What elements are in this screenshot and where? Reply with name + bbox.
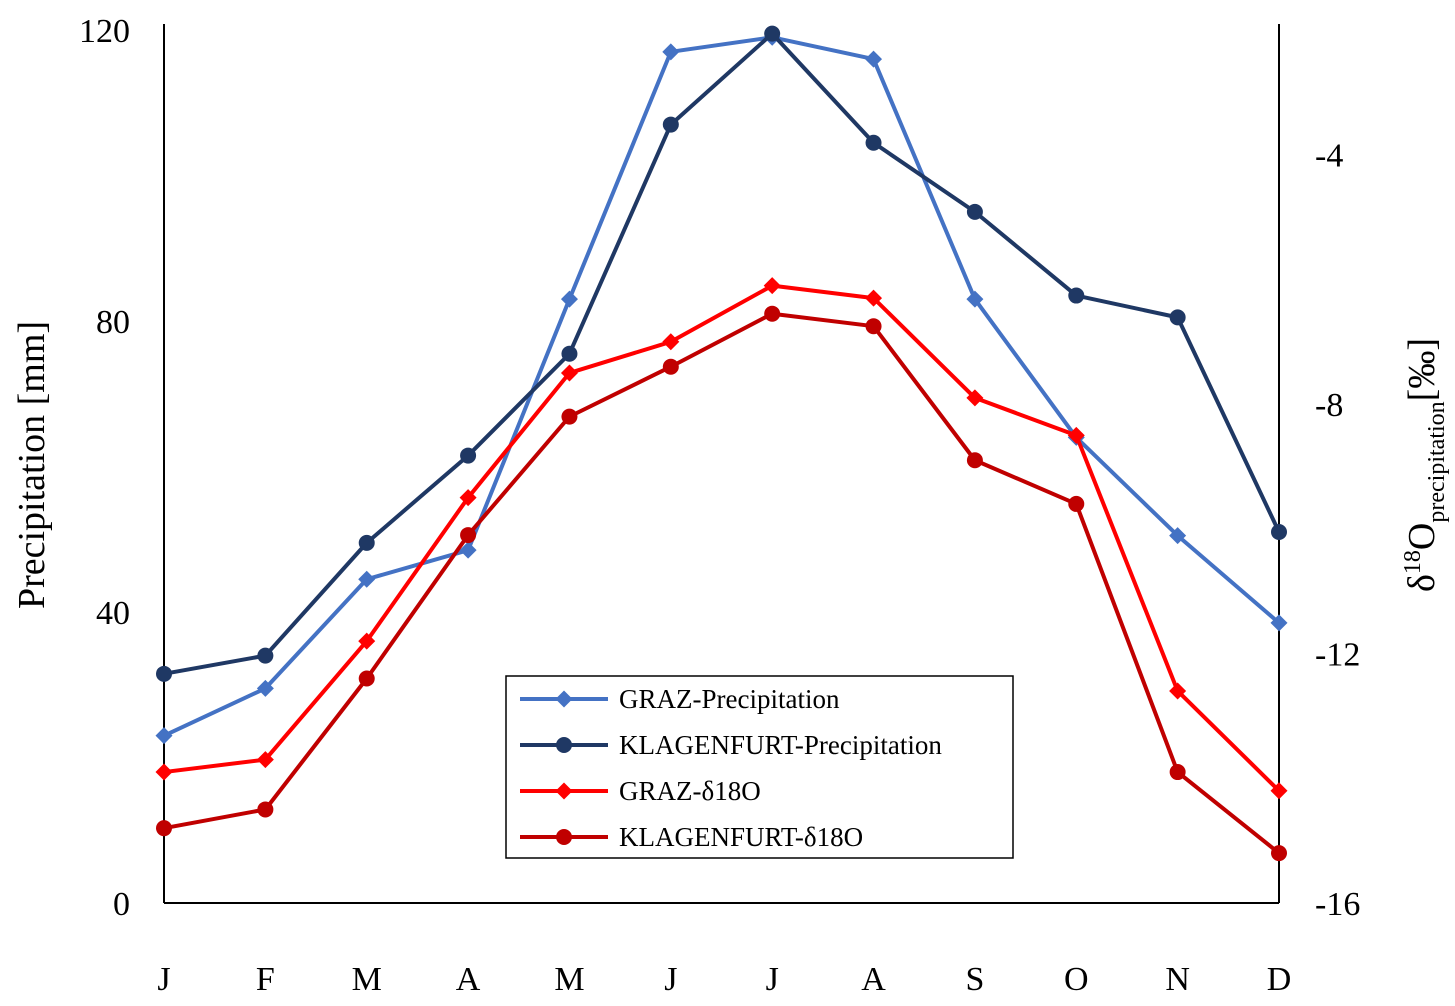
data-point xyxy=(1271,845,1287,862)
series-1 xyxy=(155,28,1288,745)
legend-swatch-marker xyxy=(556,737,572,753)
legend-label: KLAGENFURT-Precipitation xyxy=(619,730,942,760)
left-tick-label: 40 xyxy=(96,595,130,632)
axes xyxy=(163,24,1280,904)
data-point xyxy=(560,290,578,308)
data-point xyxy=(966,389,984,407)
right-tick-label: -16 xyxy=(1315,886,1360,923)
x-tick-label: S xyxy=(965,961,984,998)
legend-label: GRAZ-δ18O xyxy=(619,776,761,806)
data-point xyxy=(156,665,172,682)
data-point xyxy=(662,116,679,133)
data-point xyxy=(256,751,274,769)
right-axis-title-sup: 18 xyxy=(1400,550,1426,574)
data-point xyxy=(358,570,376,588)
data-point xyxy=(256,679,274,697)
data-point xyxy=(1067,426,1085,444)
data-point xyxy=(459,489,477,507)
right-axis-title-unit: [‰] xyxy=(1401,338,1443,401)
data-point xyxy=(865,50,883,68)
x-tick-label: F xyxy=(256,961,275,998)
series-4 xyxy=(156,305,1287,862)
data-point xyxy=(1169,527,1187,545)
series-layer xyxy=(155,25,1288,862)
right-tick-label: -4 xyxy=(1315,138,1343,175)
data-point xyxy=(865,318,882,335)
legend-entry: KLAGENFURT-Precipitation xyxy=(520,730,942,760)
tick-labels: 0 40 80 120 -4 -8 -12 -16 J F M A M J J A S O N D xyxy=(79,13,1360,998)
legend-entry: KLAGENFURT-δ18O xyxy=(520,822,863,852)
legend-entry: GRAZ-δ18O xyxy=(520,776,761,806)
data-point xyxy=(155,727,173,745)
data-point xyxy=(459,541,477,559)
series-line xyxy=(163,283,1281,793)
x-tick-label: A xyxy=(456,961,481,998)
data-point xyxy=(662,333,680,351)
data-point xyxy=(1271,523,1287,540)
series-line xyxy=(163,311,1281,855)
legend-swatch-marker xyxy=(555,782,573,800)
data-point xyxy=(155,763,173,781)
legend-entry: GRAZ-Precipitation xyxy=(520,684,840,714)
x-tick-label: N xyxy=(1165,961,1190,998)
series-line xyxy=(163,35,1281,738)
data-point xyxy=(560,364,578,382)
data-point xyxy=(764,25,781,42)
data-point xyxy=(358,670,375,687)
data-point xyxy=(763,277,781,295)
right-axis-title: δ18Oprecipitation[‰] xyxy=(1400,338,1450,592)
x-tick-label: J xyxy=(766,961,779,998)
data-point xyxy=(1169,309,1186,326)
legend-swatch-marker xyxy=(556,829,572,845)
right-axis-title-sub: precipitation xyxy=(1424,401,1450,522)
data-point xyxy=(764,305,781,322)
data-point xyxy=(460,527,477,544)
right-tick-label: -12 xyxy=(1315,637,1360,674)
series-2 xyxy=(156,25,1287,682)
data-point xyxy=(561,408,578,425)
left-tick-label: 80 xyxy=(96,304,130,341)
right-tick-label: -8 xyxy=(1315,387,1343,424)
data-point xyxy=(966,203,983,220)
right-axis-title-delta: δ xyxy=(1401,574,1443,592)
data-point xyxy=(257,801,274,818)
data-point xyxy=(561,345,578,362)
right-axis-title-o: O xyxy=(1401,523,1443,550)
series-3 xyxy=(155,277,1288,800)
data-point xyxy=(662,358,679,375)
left-axis-title: Precipitation [mm] xyxy=(11,321,53,609)
x-tick-label: M xyxy=(352,961,382,998)
left-tick-label: 0 xyxy=(113,886,130,923)
x-tick-label: M xyxy=(554,961,584,998)
series-line xyxy=(163,31,1281,676)
left-tick-label: 120 xyxy=(79,13,130,50)
data-point xyxy=(966,452,983,469)
data-point xyxy=(1068,495,1085,512)
data-point xyxy=(1270,614,1288,632)
x-tick-label: O xyxy=(1064,961,1089,998)
x-tick-label: J xyxy=(664,961,677,998)
data-point xyxy=(156,820,172,837)
data-point xyxy=(358,534,375,551)
data-point xyxy=(1068,287,1085,304)
data-point xyxy=(865,289,883,307)
data-point xyxy=(460,447,477,464)
legend-label: KLAGENFURT-δ18O xyxy=(619,822,863,852)
x-tick-label: A xyxy=(861,961,886,998)
x-tick-label: J xyxy=(157,961,170,998)
legend-box xyxy=(505,675,1014,859)
data-point xyxy=(865,134,882,151)
legend-swatch-marker xyxy=(555,690,573,708)
data-point xyxy=(1169,682,1187,700)
data-point xyxy=(257,647,274,664)
data-point xyxy=(966,290,984,308)
legend: GRAZ-Precipitation KLAGENFURT-Precipitati… xyxy=(505,675,1014,859)
data-point xyxy=(662,43,680,61)
legend-label: GRAZ-Precipitation xyxy=(619,684,840,714)
data-point xyxy=(358,632,376,650)
data-point xyxy=(1169,764,1186,781)
data-point xyxy=(1270,782,1288,800)
x-tick-label: D xyxy=(1267,961,1292,998)
